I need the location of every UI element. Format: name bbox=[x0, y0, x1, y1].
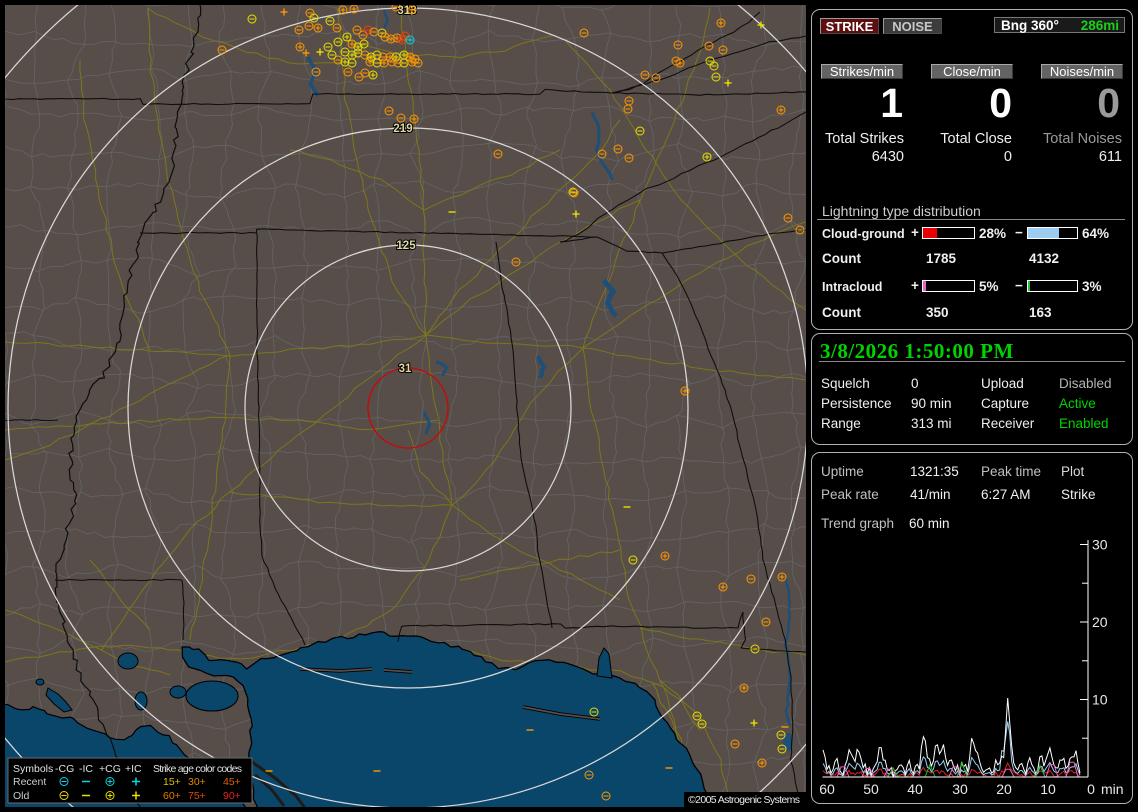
svg-text:75+: 75+ bbox=[188, 790, 206, 802]
svg-text:125: 125 bbox=[396, 240, 416, 252]
svg-text:60+: 60+ bbox=[163, 790, 181, 802]
svg-text:30+: 30+ bbox=[188, 776, 206, 788]
svg-text:Old: Old bbox=[13, 790, 30, 802]
svg-text:45+: 45+ bbox=[223, 776, 241, 788]
svg-text:©2005 Astrogenic Systems: ©2005 Astrogenic Systems bbox=[688, 794, 800, 806]
svg-text:+IC: +IC bbox=[125, 763, 142, 775]
svg-text:Recent: Recent bbox=[13, 776, 46, 788]
svg-text:219: 219 bbox=[393, 123, 412, 135]
svg-text:-CG: -CG bbox=[55, 763, 74, 775]
svg-text:90+: 90+ bbox=[223, 790, 241, 802]
svg-text:31: 31 bbox=[399, 363, 412, 375]
svg-text:Symbols: Symbols bbox=[13, 763, 53, 775]
svg-text:-IC: -IC bbox=[79, 763, 93, 775]
svg-text:15+: 15+ bbox=[163, 776, 181, 788]
svg-text:+CG: +CG bbox=[99, 763, 121, 775]
svg-text:Strike age color codes: Strike age color codes bbox=[153, 763, 242, 775]
